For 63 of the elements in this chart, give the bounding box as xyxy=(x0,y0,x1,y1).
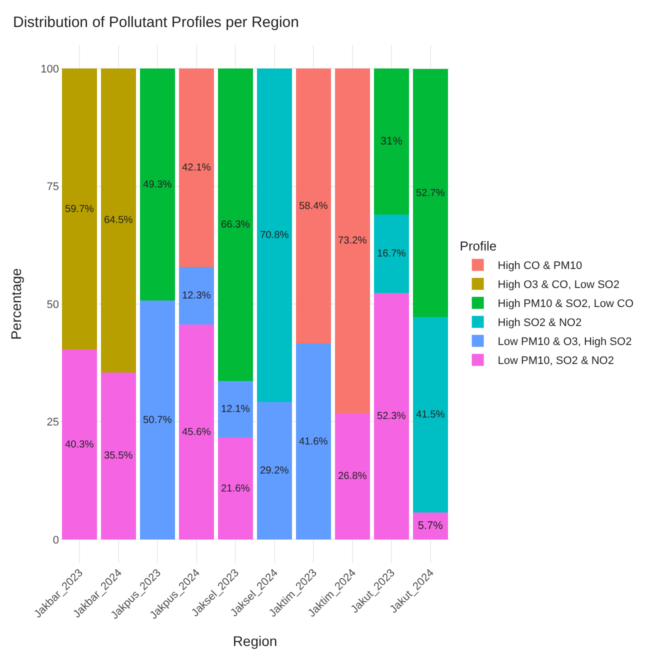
data-label: 35.5% xyxy=(104,450,133,462)
data-label: 21.6% xyxy=(220,483,250,494)
data-label: 16.7% xyxy=(376,248,406,260)
data-label: 58.4% xyxy=(298,200,328,212)
bar xyxy=(140,300,176,540)
legend-label: High PM10 & SO2, Low CO xyxy=(498,298,634,310)
bar xyxy=(334,413,370,540)
bar xyxy=(296,68,332,344)
legend-label: Low PM10, SO2 & NO2 xyxy=(498,355,614,368)
bar xyxy=(374,214,410,294)
data-label: 12.3% xyxy=(182,290,211,302)
data-label: 73.2% xyxy=(338,236,367,247)
bar xyxy=(218,380,254,438)
bar xyxy=(296,344,332,540)
data-label: 52.3% xyxy=(376,411,406,422)
bar xyxy=(334,68,370,414)
data-label: 45.6% xyxy=(182,426,211,438)
y-tick-label: 25 xyxy=(46,416,59,429)
y-tick-label: 75 xyxy=(46,181,59,194)
bar xyxy=(412,512,448,540)
bar xyxy=(178,68,214,267)
y-axis-title: Percentage xyxy=(8,268,24,340)
legend-label: High CO & PM10 xyxy=(498,260,582,272)
bar xyxy=(100,372,136,540)
data-label: 50.7% xyxy=(142,414,172,426)
bar xyxy=(374,293,410,540)
y-tick-label: 0 xyxy=(52,534,59,546)
bar xyxy=(62,350,98,540)
x-axis-title: Region xyxy=(232,633,278,650)
bar xyxy=(62,68,98,350)
chart-title: Distribution of Pollutant Profiles per Region xyxy=(13,14,299,31)
data-label: 59.7% xyxy=(64,204,94,215)
bar xyxy=(256,402,292,540)
bar xyxy=(256,68,292,402)
bar xyxy=(374,68,410,215)
data-label: 70.8% xyxy=(260,230,289,242)
legend-label: Low PM10 & O3, High SO2 xyxy=(498,336,632,348)
y-tick-label: 100 xyxy=(40,63,59,76)
y-tick-label: 50 xyxy=(46,298,59,311)
data-label: 31% xyxy=(380,136,403,148)
bar xyxy=(218,438,254,540)
bar xyxy=(412,317,448,513)
data-label: 64.5% xyxy=(104,215,133,226)
legend-label: High SO2 & NO2 xyxy=(498,317,582,330)
data-label: 41.5% xyxy=(416,410,445,421)
legend-title: Profile xyxy=(460,238,497,254)
data-label: 52.7% xyxy=(416,188,445,199)
data-label: 42.1% xyxy=(182,162,211,174)
legend-label: High O3 & CO, Low SO2 xyxy=(498,279,620,292)
bar xyxy=(178,324,214,540)
data-label: 49.3% xyxy=(142,179,172,190)
data-label: 41.6% xyxy=(298,436,328,448)
data-label: 29.2% xyxy=(260,465,289,476)
data-label: 40.3% xyxy=(64,439,94,450)
data-label: 5.7% xyxy=(418,520,444,532)
data-label: 66.3% xyxy=(220,219,250,230)
bar xyxy=(140,68,176,301)
data-label: 12.1% xyxy=(220,404,250,416)
data-label: 26.8% xyxy=(338,471,367,482)
bar xyxy=(178,266,214,325)
bar xyxy=(100,68,136,372)
bar xyxy=(412,69,448,318)
bar xyxy=(218,68,254,381)
